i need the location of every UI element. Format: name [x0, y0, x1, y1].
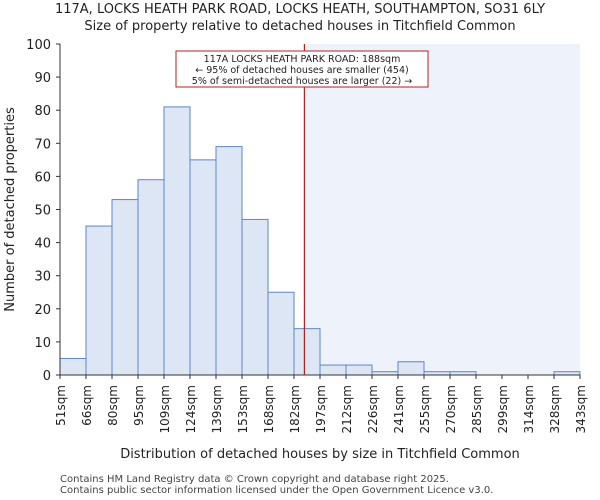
y-tick-label: 80: [34, 104, 51, 119]
x-tick-label: 197sqm: [314, 385, 328, 433]
x-tick-label: 182sqm: [288, 385, 302, 433]
x-tick-label: 109sqm: [158, 385, 172, 433]
histogram-chart: 0 10 20 30 40 50 60 70 80 90 100 51sqm 66sqm 80sqm 95s…: [3, 38, 588, 462]
bar-95sqm: [137, 179, 165, 376]
y-tick-label: 30: [34, 270, 51, 285]
bar-124sqm: [189, 159, 217, 376]
y-tick-label: 70: [34, 137, 51, 152]
x-tick-label: 153sqm: [236, 385, 250, 433]
bar-212sqm: [345, 364, 373, 376]
x-tick-label: 314sqm: [522, 385, 536, 433]
y-tick-label: 10: [34, 336, 51, 351]
x-tick-label: 124sqm: [184, 385, 198, 433]
x-tick-label: 95sqm: [132, 385, 146, 426]
bar-197sqm: [319, 364, 347, 376]
annotation-line-2: ← 95% of detached houses are smaller (45…: [195, 65, 408, 76]
x-tick-label: 285sqm: [470, 385, 484, 433]
y-axis-title: Number of detached properties: [3, 107, 18, 312]
bar-168sqm: [267, 291, 295, 376]
x-tick-label: 51sqm: [54, 385, 68, 426]
bar-241sqm: [397, 361, 425, 376]
y-tick-label: 20: [34, 303, 51, 318]
x-tick-label: 80sqm: [106, 385, 120, 426]
y-tick-label: 60: [34, 170, 51, 185]
x-tick-label: 328sqm: [548, 385, 562, 433]
annotation-box: [175, 50, 429, 88]
chart-title-line2: Size of property relative to detached ho…: [84, 19, 516, 34]
y-tick-label: 100: [26, 38, 51, 53]
y-tick-label: 0: [43, 369, 51, 384]
x-tick-label: 343sqm: [574, 385, 588, 433]
bar-182sqm: [293, 328, 321, 376]
x-tick-label: 226sqm: [366, 385, 380, 433]
footer-copyright: Contains HM Land Registry data © Crown c…: [60, 474, 449, 485]
bar-109sqm: [163, 106, 191, 376]
bar-80sqm: [111, 199, 139, 376]
x-tick-label: 212sqm: [340, 385, 354, 433]
annotation-line-3: 5% of semi-detached houses are larger (2…: [192, 76, 412, 87]
footer-licence: Contains public sector information licen…: [60, 485, 494, 496]
x-tick-label: 66sqm: [80, 385, 94, 426]
annotation-line-1: 117A LOCKS HEATH PARK ROAD: 188sqm: [204, 54, 401, 65]
x-tick-label: 139sqm: [210, 385, 224, 433]
highlight-region: [304, 44, 580, 375]
y-tick-label: 90: [34, 71, 51, 86]
x-axis-title: Distribution of detached houses by size …: [120, 447, 520, 462]
y-tick-label: 40: [34, 237, 51, 252]
bar-153sqm: [241, 218, 269, 376]
x-tick-label: 255sqm: [418, 385, 432, 433]
bar-51sqm: [59, 357, 87, 376]
x-tick-label: 168sqm: [262, 385, 276, 433]
x-tick-label: 299sqm: [496, 385, 510, 433]
y-tick-label: 50: [34, 204, 51, 219]
bar-66sqm: [85, 225, 113, 376]
x-tick-label: 270sqm: [444, 385, 458, 433]
x-tick-label: 241sqm: [392, 385, 406, 433]
bar-139sqm: [215, 146, 243, 376]
chart-title-line1: 117A, LOCKS HEATH PARK ROAD, LOCKS HEATH…: [54, 2, 546, 17]
